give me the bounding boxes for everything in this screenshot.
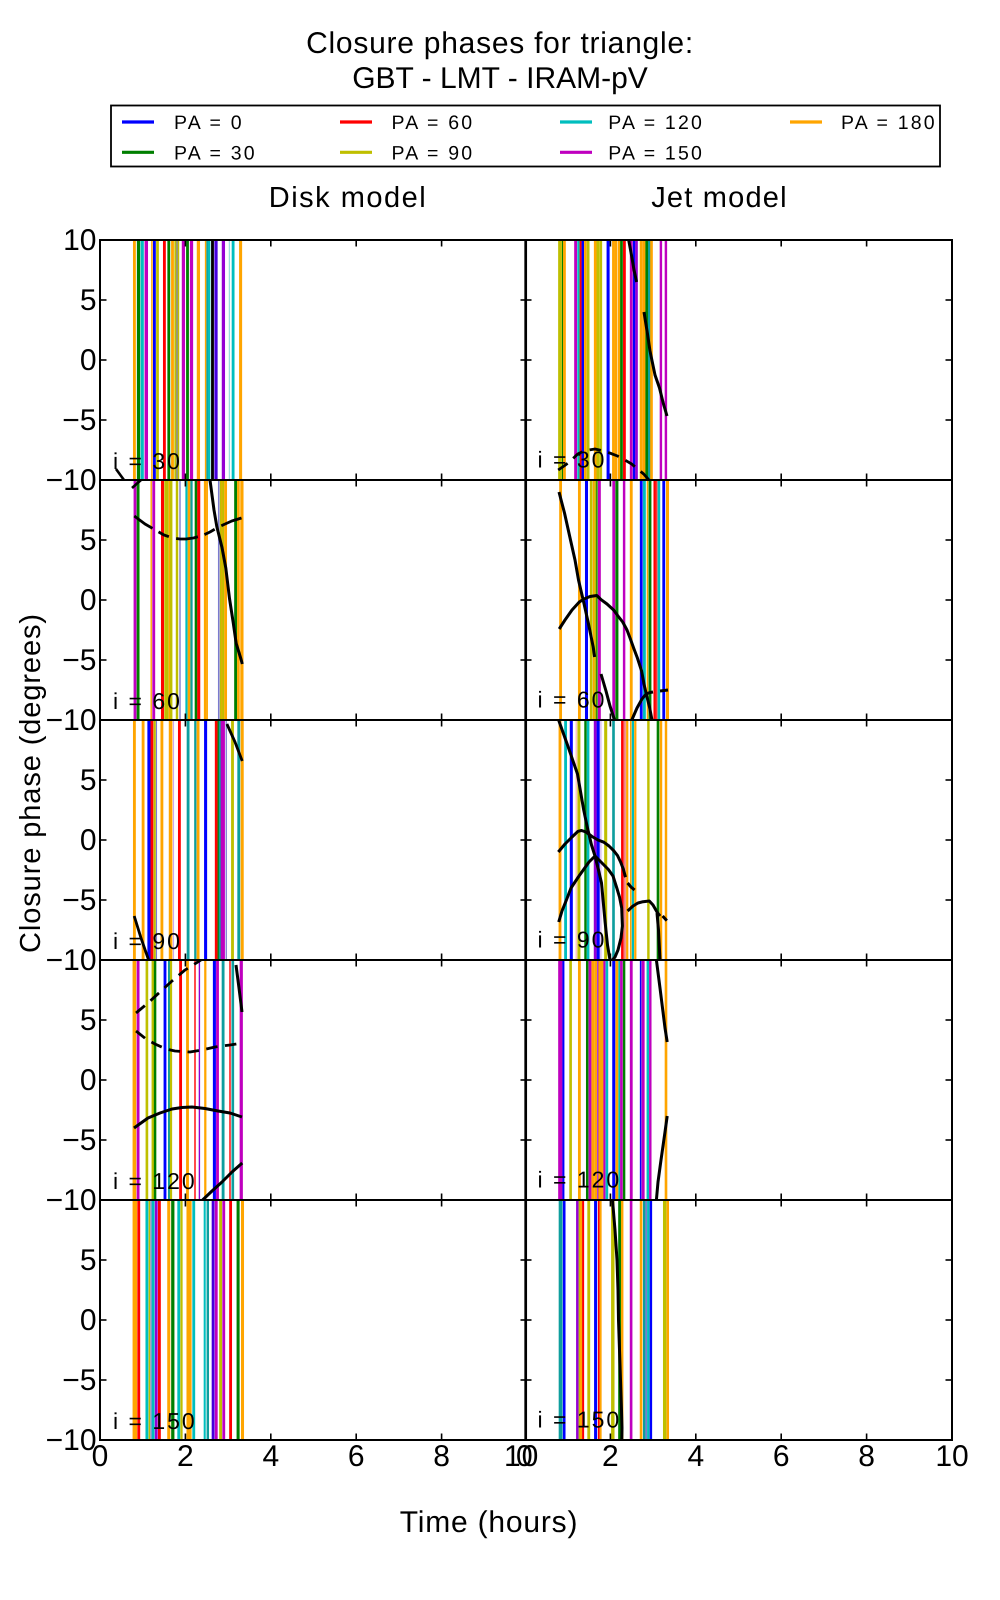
svg-text:2: 2 [177, 1440, 194, 1473]
svg-text:i = 30: i = 30 [538, 447, 607, 473]
svg-text:5: 5 [80, 1244, 97, 1277]
svg-text:6: 6 [348, 1440, 365, 1473]
svg-text:PA = 30: PA = 30 [174, 142, 257, 164]
svg-text:−5: −5 [62, 404, 96, 437]
svg-text:Closure phases for triangle:: Closure phases for triangle: [306, 27, 694, 60]
svg-text:−5: −5 [62, 1364, 96, 1397]
svg-text:0: 0 [92, 1440, 109, 1473]
svg-text:8: 8 [858, 1440, 875, 1473]
svg-text:0: 0 [80, 824, 97, 857]
svg-text:−5: −5 [62, 1124, 96, 1157]
svg-text:Disk model: Disk model [269, 182, 427, 214]
svg-text:0: 0 [522, 1440, 539, 1473]
svg-text:10: 10 [935, 1440, 968, 1473]
svg-text:i = 60: i = 60 [538, 687, 607, 713]
svg-text:i = 90: i = 90 [538, 927, 607, 953]
svg-text:i = 120: i = 120 [113, 1168, 197, 1194]
svg-text:8: 8 [433, 1440, 450, 1473]
svg-text:PA = 180: PA = 180 [841, 112, 937, 134]
svg-text:−10: −10 [46, 1424, 97, 1457]
svg-text:4: 4 [262, 1440, 279, 1473]
svg-text:5: 5 [80, 284, 97, 317]
svg-text:i = 30: i = 30 [113, 448, 182, 474]
svg-text:i = 60: i = 60 [113, 688, 182, 714]
svg-text:4: 4 [687, 1440, 704, 1473]
svg-text:5: 5 [80, 764, 97, 797]
svg-text:−5: −5 [62, 884, 96, 917]
svg-text:Closure phase (degrees): Closure phase (degrees) [15, 613, 47, 953]
svg-text:0: 0 [80, 1064, 97, 1097]
svg-text:−10: −10 [46, 464, 97, 497]
svg-text:0: 0 [80, 584, 97, 617]
svg-text:i = 120: i = 120 [538, 1167, 622, 1193]
svg-text:0: 0 [80, 1304, 97, 1337]
svg-text:−10: −10 [46, 944, 97, 977]
svg-text:PA = 0: PA = 0 [174, 112, 244, 134]
svg-text:i = 150: i = 150 [538, 1407, 622, 1433]
svg-text:2: 2 [602, 1440, 619, 1473]
svg-text:PA = 60: PA = 60 [392, 112, 475, 134]
svg-text:Jet model: Jet model [651, 182, 788, 214]
svg-text:−10: −10 [46, 1184, 97, 1217]
svg-text:−10: −10 [46, 704, 97, 737]
svg-text:10: 10 [63, 224, 96, 257]
svg-text:PA = 150: PA = 150 [608, 142, 704, 164]
svg-text:5: 5 [80, 1004, 97, 1037]
svg-text:6: 6 [773, 1440, 790, 1473]
svg-text:1: 1 [504, 1440, 521, 1473]
svg-text:i = 150: i = 150 [113, 1408, 197, 1434]
svg-text:0: 0 [516, 1440, 533, 1473]
svg-text:GBT - LMT - IRAM-pV: GBT - LMT - IRAM-pV [352, 62, 648, 95]
svg-text:Time (hours): Time (hours) [400, 1506, 579, 1539]
svg-text:0: 0 [80, 344, 97, 377]
svg-text:−5: −5 [62, 644, 96, 677]
svg-text:PA = 120: PA = 120 [608, 112, 704, 134]
svg-text:PA = 90: PA = 90 [392, 142, 475, 164]
svg-text:5: 5 [80, 524, 97, 557]
svg-text:i = 90: i = 90 [113, 928, 182, 954]
